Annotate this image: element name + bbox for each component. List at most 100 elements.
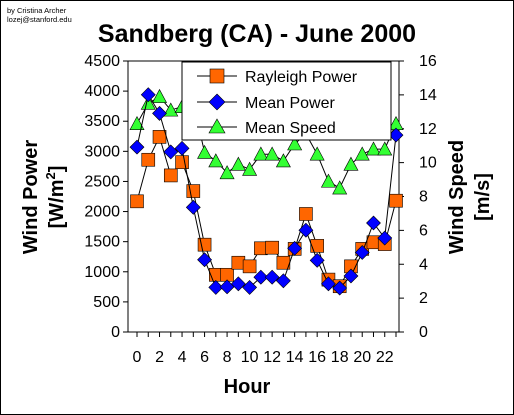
left-tick-label: 1000 (84, 264, 120, 281)
data-point-square (130, 194, 144, 209)
data-point-diamond (332, 280, 348, 296)
legend-label-rayleigh: Rayleigh Power (245, 69, 358, 86)
data-point-diamond (185, 199, 201, 215)
left-axis: 0 500 1000 1500 2000 2500 3000 3500 4000 4500 (84, 53, 128, 341)
data-point-diamond (253, 269, 269, 285)
left-tick-label: 2500 (84, 173, 120, 190)
data-point-square (389, 193, 403, 208)
data-point-diamond (298, 222, 314, 238)
data-point-square (186, 184, 201, 198)
data-point-diamond (275, 273, 291, 289)
data-point-diamond (354, 245, 370, 260)
right-tick-label: 12 (419, 121, 437, 138)
data-point-diamond (152, 105, 167, 121)
legend-diamond-icon (208, 93, 226, 111)
left-axis-title-line1: Wind Power (20, 140, 42, 254)
left-axis-title-line2: [W/m2] (43, 166, 68, 229)
data-point-triangle (140, 95, 156, 110)
data-point-triangle (264, 146, 280, 161)
left-tick-label: 500 (93, 294, 120, 311)
data-point-square (310, 239, 324, 253)
x-tick-label: 0 (133, 349, 142, 366)
right-axis: 0 2 4 6 8 10 12 14 16 (399, 53, 437, 341)
x-axis: 0 2 4 6 8 10 12 14 16 18 20 22 (133, 332, 397, 366)
left-tick-label: 4500 (84, 53, 120, 70)
legend: Rayleigh Power Mean Power Mean Speed (181, 61, 392, 141)
data-point-triangle (320, 173, 336, 188)
data-point-diamond (197, 252, 212, 268)
credit-line-2: lozej@stanford.edu (7, 15, 72, 24)
data-point-square (197, 237, 212, 252)
right-tick-label: 8 (419, 189, 428, 206)
data-point-triangle (129, 116, 145, 130)
right-tick-label: 10 (419, 155, 437, 172)
x-tick-label: 16 (308, 349, 326, 366)
x-tick-label: 22 (376, 349, 394, 366)
x-tick-label: 18 (331, 349, 349, 366)
data-point-triangle (163, 102, 179, 117)
left-tick-label: 2000 (84, 204, 120, 221)
data-point-triangle (377, 141, 393, 156)
right-tick-label: 6 (419, 222, 428, 239)
data-point-triangle (332, 180, 348, 195)
data-point-triangle (230, 156, 246, 171)
legend-square-icon (209, 68, 225, 84)
data-point-diamond (366, 215, 381, 231)
left-tick-label: 1500 (84, 234, 120, 251)
data-point-triangle (343, 156, 359, 171)
right-tick-label: 14 (419, 87, 437, 104)
x-tick-label: 8 (223, 349, 232, 366)
x-tick-label: 20 (353, 349, 371, 366)
x-tick-label: 12 (263, 349, 281, 366)
left-tick-label: 4000 (84, 83, 120, 100)
data-point-square (141, 152, 156, 167)
data-point-diamond (377, 230, 393, 246)
data-point-diamond (264, 269, 280, 285)
series-mean-power (129, 87, 404, 296)
data-point-triangle (242, 161, 258, 176)
data-point-triangle (208, 153, 224, 168)
data-point-diamond (208, 280, 224, 295)
right-tick-label: 4 (419, 256, 428, 273)
data-point-triangle (354, 146, 370, 161)
legend-label-mean-power: Mean Power (245, 95, 335, 112)
data-point-diamond (230, 276, 246, 292)
right-axis-title-line2: [m/s] (472, 173, 494, 221)
data-point-triangle (309, 146, 325, 161)
data-point-square (175, 155, 189, 169)
data-point-triangle (275, 153, 291, 168)
data-point-triangle (253, 146, 269, 161)
left-tick-label: 0 (111, 324, 120, 341)
data-point-square (265, 240, 279, 255)
x-tick-label: 4 (178, 349, 187, 366)
data-point-diamond (163, 144, 179, 160)
data-point-triangle (287, 136, 303, 151)
right-tick-label: 0 (419, 324, 428, 341)
series-layer (129, 87, 404, 296)
chart-title: Sandberg (CA) - June 2000 (98, 20, 416, 48)
data-point-triangle (152, 88, 168, 103)
data-point-diamond (287, 240, 303, 256)
data-point-diamond (140, 87, 156, 103)
data-point-diamond (174, 140, 190, 156)
data-point-triangle (219, 165, 235, 180)
data-point-square (220, 267, 234, 282)
right-tick-label: 2 (419, 290, 428, 307)
credit-line-1: by Cristina Archer (7, 6, 67, 15)
data-point-diamond (309, 252, 325, 268)
data-point-square (242, 259, 257, 274)
legend-triangle-icon (208, 118, 226, 134)
data-point-triangle (365, 141, 381, 156)
x-tick-label: 10 (241, 349, 259, 366)
x-tick-label: 6 (200, 349, 209, 366)
right-tick-label: 16 (419, 53, 437, 70)
data-point-diamond (343, 268, 359, 284)
right-axis-title-line1: Wind Speed (446, 140, 468, 254)
left-tick-label: 3500 (84, 113, 120, 130)
left-tick-label: 3000 (84, 143, 120, 160)
x-tick-label: 14 (286, 349, 304, 366)
x-axis-title: Hour (224, 376, 271, 398)
data-point-diamond (321, 276, 336, 292)
